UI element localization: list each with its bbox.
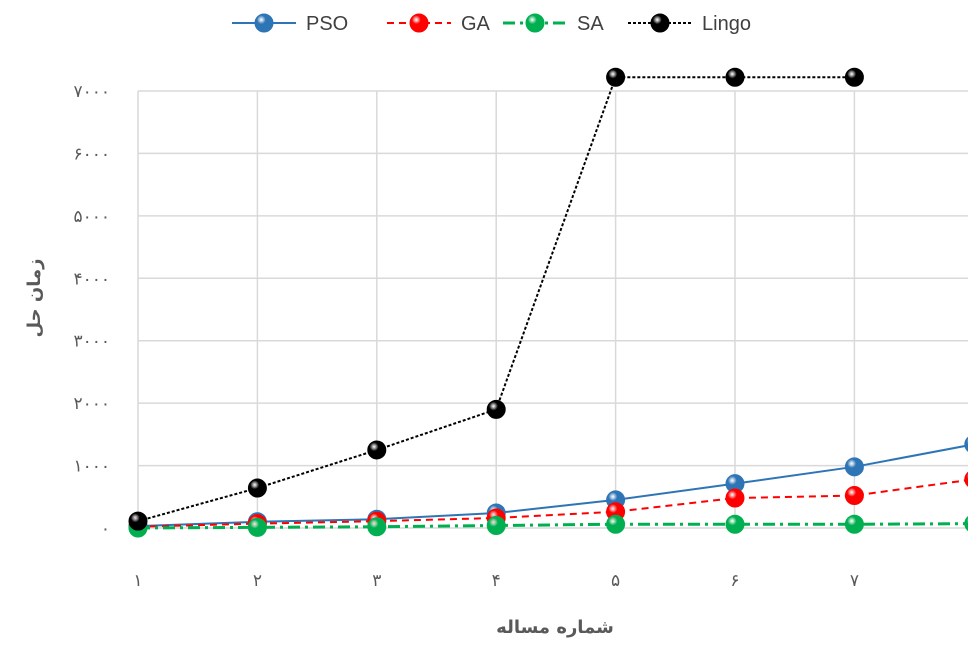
x-axis-ticks: ۱۲۳۴۵۶۷۸ [133,571,859,591]
series-line-ga [137,479,968,528]
series-lingo [128,67,864,531]
data-point-sa [367,517,387,537]
data-point-lingo [128,511,148,531]
y-tick-label: ۳۰۰۰ [73,332,110,352]
data-point-ga [725,488,745,508]
legend-item-lingo: Lingo [628,13,751,35]
legend-marker [525,13,545,33]
legend-label: Lingo [702,13,751,35]
legend-label: GA [461,13,491,35]
data-point-pso [964,436,968,452]
y-tick-label: ۲۰۰۰ [73,394,110,414]
y-tick-label: ۵۰۰۰ [73,207,110,227]
data-point-sa [844,514,864,534]
x-tick-label: ۲ [253,571,262,591]
series-line-pso [137,444,968,528]
data-point-lingo [725,67,745,87]
legend-item-pso: PSO [232,13,348,35]
y-axis-ticks: ۰ ۱۰۰۰ ۲۰۰۰ ۳۰۰۰ ۴۰۰۰ ۵۰۰۰ ۶۰۰۰ ۷۰۰۰ [73,82,110,539]
x-tick-label: ۶ [730,571,739,591]
legend-marker [409,13,429,33]
y-tick-label: ۶۰۰۰ [73,144,110,164]
y-tick-label: ۰ [101,519,110,539]
x-tick-label: ۱ [133,571,142,591]
legend-marker [254,13,274,33]
data-point-lingo [247,478,267,498]
data-point-sa [486,516,506,536]
x-tick-label: ۳ [372,571,381,591]
legend-label: PSO [306,13,348,35]
y-tick-label: ۴۰۰۰ [73,269,110,289]
x-axis-title: شماره مساله [496,617,614,638]
data-point-sa [964,516,968,532]
series-line-sa [137,522,968,530]
x-tick-label: ۷ [850,571,859,591]
data-point-ga [844,486,864,506]
data-point-lingo [367,440,387,460]
series-sa [128,514,968,538]
x-tick-label: ۵ [611,571,620,591]
data-point-sa [606,514,626,534]
grid [137,90,968,529]
x-tick-label: ۴ [492,571,501,591]
data-point-lingo [606,67,626,87]
legend-marker [650,13,670,33]
data-point-lingo [486,399,506,419]
y-tick-label: ۷۰۰۰ [73,82,110,102]
data-point-sa [725,514,745,534]
legend-label: SA [577,13,604,35]
legend: PSO GA SA Lingo [232,13,751,35]
legend-item-ga: GA [387,13,491,35]
data-point-pso [844,457,864,477]
data-point-sa [247,517,267,537]
y-tick-label: ۱۰۰۰ [73,457,110,477]
series-layer [128,67,968,538]
data-point-lingo [844,67,864,87]
data-point-ga [964,471,968,487]
y-axis-title: زمان حل [24,259,45,338]
legend-item-sa: SA [503,13,604,35]
